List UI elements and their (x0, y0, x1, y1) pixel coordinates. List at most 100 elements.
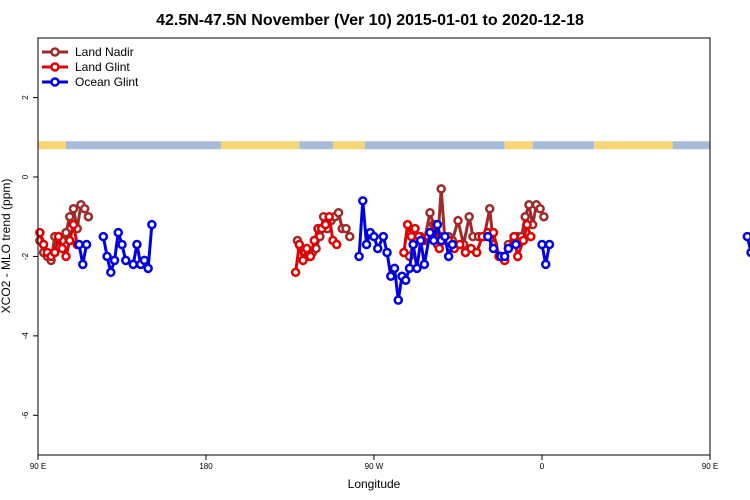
legend-label: Ocean Glint (75, 75, 139, 89)
data-point (415, 235, 426, 246)
data-point (57, 243, 68, 254)
data-point (412, 263, 422, 274)
data-point (393, 295, 404, 305)
data-point (128, 259, 138, 270)
series-line (745, 236, 750, 255)
data-point (309, 235, 320, 246)
data-point (38, 239, 49, 250)
x-axis: 90 E 180 90 W 0 90 E (30, 455, 718, 471)
data-point (294, 239, 305, 250)
data-point (406, 231, 417, 242)
data-point (358, 196, 368, 206)
data-point (64, 211, 75, 222)
data-point (147, 219, 157, 230)
data-point (354, 251, 364, 262)
data-point (410, 223, 420, 234)
data-point (74, 239, 84, 250)
data-point (389, 263, 400, 274)
data-point (512, 251, 523, 262)
data-point (320, 219, 331, 230)
data-point (331, 239, 342, 250)
data-point (400, 275, 411, 286)
data-point (132, 239, 142, 250)
data-point (526, 231, 536, 242)
data-point (518, 235, 529, 246)
data-point (305, 251, 316, 262)
data-point (369, 231, 379, 242)
data-point (98, 231, 109, 242)
strip-segment-land (220, 141, 300, 150)
data-point (290, 267, 301, 278)
y-axis: 2 0 -2 -4 -6 (21, 95, 38, 419)
strip-segment-land (38, 141, 66, 150)
data-point (509, 231, 519, 242)
x-axis-label: Longitude (348, 477, 401, 491)
x-tick-label: 90 E (30, 462, 46, 471)
data-point (333, 207, 344, 218)
data-point (453, 215, 463, 226)
strip-segment-ocean (532, 141, 595, 150)
data-point (499, 251, 510, 262)
data-point (402, 219, 413, 230)
strip-segment-ocean (299, 141, 333, 150)
legend-swatch-marker (50, 77, 60, 87)
y-tick-label: -6 (21, 411, 30, 419)
data-point (520, 211, 530, 222)
data-point (746, 247, 750, 258)
data-point (50, 247, 60, 258)
data-point (484, 204, 495, 214)
data-point (64, 235, 75, 246)
data-point (404, 263, 415, 274)
data-point (35, 227, 45, 238)
legend-label: Land Nadir (75, 45, 134, 59)
series-layer (35, 184, 750, 305)
data-point (535, 204, 545, 214)
y-tick-label: 2 (21, 95, 30, 100)
legend-swatch-marker (50, 62, 60, 72)
data-point (298, 255, 308, 266)
data-point (143, 263, 153, 274)
data-point (537, 239, 547, 250)
x-tick-label: 90 E (702, 462, 718, 471)
data-point (344, 231, 355, 242)
legend-label: Land Glint (75, 60, 130, 74)
data-point (432, 219, 443, 230)
data-point (443, 251, 454, 262)
data-point (447, 239, 458, 250)
strip-segment-ocean (364, 141, 505, 150)
data-point (408, 239, 418, 250)
data-point (372, 243, 383, 254)
data-point (386, 271, 396, 282)
data-point (471, 247, 482, 258)
data-point (440, 231, 450, 242)
data-point (436, 184, 446, 194)
data-point (302, 243, 312, 254)
legend-item: Ocean Glint (42, 75, 139, 89)
data-point (483, 231, 493, 242)
data-point (78, 259, 88, 270)
y-tick-label: -4 (21, 332, 30, 340)
data-point (361, 239, 372, 250)
data-point (68, 204, 79, 214)
x-tick-label: 0 (540, 462, 545, 471)
data-point (117, 239, 127, 250)
data-point (53, 231, 64, 242)
data-point (399, 247, 409, 258)
data-point (488, 243, 499, 254)
data-point (83, 211, 94, 222)
data-point (425, 207, 435, 218)
land-ocean-strip (38, 141, 710, 150)
data-point (419, 259, 430, 270)
data-point (61, 227, 71, 238)
data-point (464, 211, 474, 222)
data-point (434, 243, 445, 254)
data-point (742, 231, 750, 242)
data-point (341, 223, 351, 234)
data-point (120, 255, 131, 266)
strip-segment-ocean (672, 141, 710, 150)
data-point (540, 259, 551, 270)
data-point (428, 235, 439, 246)
strip-segment-land (332, 141, 365, 150)
